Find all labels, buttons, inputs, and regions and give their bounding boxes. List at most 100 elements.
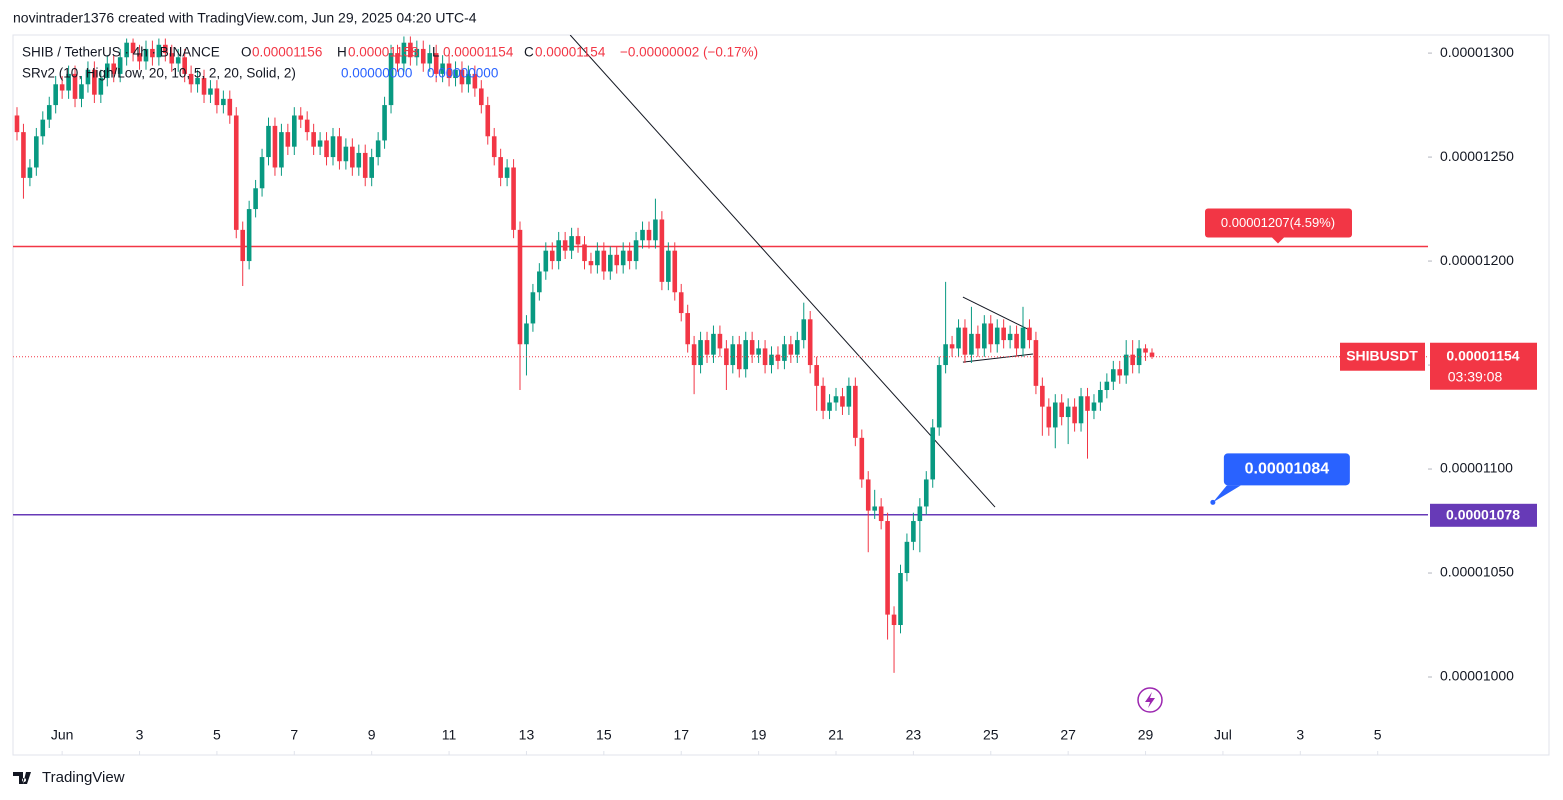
candle-body [298, 115, 304, 120]
candle-body [221, 98, 226, 106]
candle-body [917, 506, 923, 522]
candle-body [769, 354, 774, 366]
candle-body [1059, 402, 1064, 418]
candle-body [859, 437, 865, 480]
x-tick-label: 15 [596, 727, 612, 743]
candle-body [911, 521, 916, 542]
trend-line [962, 353, 1034, 363]
note-point [1210, 499, 1216, 505]
symbol-label: SHIB / TetherUS · 4h · BINANCE [22, 45, 220, 60]
candle-body [898, 573, 903, 626]
candle-body [724, 348, 729, 366]
candle-body [1014, 333, 1019, 349]
chart-title: novintrader1376 created with TradingView… [13, 10, 477, 26]
candle-body [633, 240, 639, 262]
candle-body [246, 209, 252, 262]
candle-body [762, 348, 768, 366]
ohlc-key: L [432, 45, 440, 60]
candle-body [343, 146, 349, 162]
candle-body [717, 333, 723, 349]
candle-body [227, 98, 233, 116]
candle-body [433, 53, 439, 74]
x-tick-label: 21 [828, 727, 844, 743]
x-tick-label: 23 [906, 727, 922, 743]
candle-body [1052, 402, 1058, 428]
candle-body [427, 53, 433, 64]
ohlc-value: 0.00001154 [443, 45, 514, 60]
line-label: 0.00001207(4.59%) [1221, 215, 1335, 230]
candle-body [395, 53, 400, 64]
trend-line [962, 296, 1031, 331]
symbol-tag [1340, 342, 1425, 371]
candle-body [795, 340, 800, 355]
candle-body [885, 521, 890, 615]
candle-body [1143, 348, 1148, 353]
candle-body [923, 479, 929, 507]
line-label-pointer [1272, 237, 1284, 244]
candle-body [324, 140, 329, 158]
candle-body [782, 344, 787, 361]
candle-body [788, 344, 794, 355]
candle-body [266, 125, 271, 158]
candle-body [350, 146, 355, 168]
candle-body [537, 271, 542, 293]
candle-body [556, 240, 561, 262]
candle-body [801, 319, 807, 341]
ohlc-value: 0.00001154 [535, 45, 606, 60]
candle-body [46, 105, 52, 120]
candle-body [562, 240, 568, 251]
candle-body [124, 42, 129, 58]
candle-body [678, 292, 684, 314]
candle-body [175, 57, 181, 64]
candle-body [485, 105, 491, 137]
candle-body [1046, 406, 1052, 428]
candle-body [1027, 327, 1032, 341]
x-tick-label: 3 [136, 727, 144, 743]
candle-body [620, 250, 626, 266]
candle-body [1078, 396, 1084, 424]
candle-body [1020, 327, 1026, 349]
candle-body [233, 115, 239, 230]
overlay: SHIB / TetherUS · 4h · BINANCE SRv2 (10,… [13, 44, 1537, 786]
candle-body [21, 132, 26, 178]
candle-body [646, 229, 652, 241]
candle-body [1091, 402, 1097, 411]
candle-body [382, 105, 387, 141]
candle-body [356, 152, 362, 168]
candle-body [188, 73, 194, 85]
candle-body [66, 73, 71, 91]
candle-body [40, 119, 46, 137]
symbol-tag-label: SHIBUSDT [1346, 347, 1418, 363]
axis-tag-label: 0.00001078 [1446, 506, 1520, 522]
x-tick-label: 11 [442, 727, 457, 743]
candle-body [92, 69, 97, 95]
plot-area [13, 35, 1428, 673]
candle-body [1085, 396, 1090, 411]
candle-body [833, 396, 839, 403]
x-tick-label: 9 [368, 727, 376, 743]
candle-body [59, 84, 65, 91]
candle-body [72, 73, 78, 99]
candle-body [182, 57, 187, 74]
candle-body [98, 78, 104, 95]
candle-body [827, 402, 832, 411]
ohlc-key: O [241, 45, 252, 60]
candle-body [904, 541, 910, 574]
candle-body [814, 365, 819, 386]
candle-body [479, 88, 484, 106]
candle-body [588, 261, 594, 266]
candle-body [401, 42, 407, 64]
x-tick-label: 27 [1060, 727, 1076, 743]
x-tick-label: 25 [983, 727, 999, 743]
candle-body [337, 136, 342, 162]
candle-body [582, 244, 587, 262]
ohlc-value: 0.00001158 [348, 45, 418, 60]
candle-body [272, 125, 278, 168]
candle-body [982, 323, 987, 349]
x-tick-label: 5 [213, 727, 221, 743]
candle-body [524, 323, 529, 345]
candle-body [1149, 352, 1155, 357]
candle-body [685, 313, 690, 345]
price-tag-label: 0.00001154 [1446, 347, 1519, 363]
